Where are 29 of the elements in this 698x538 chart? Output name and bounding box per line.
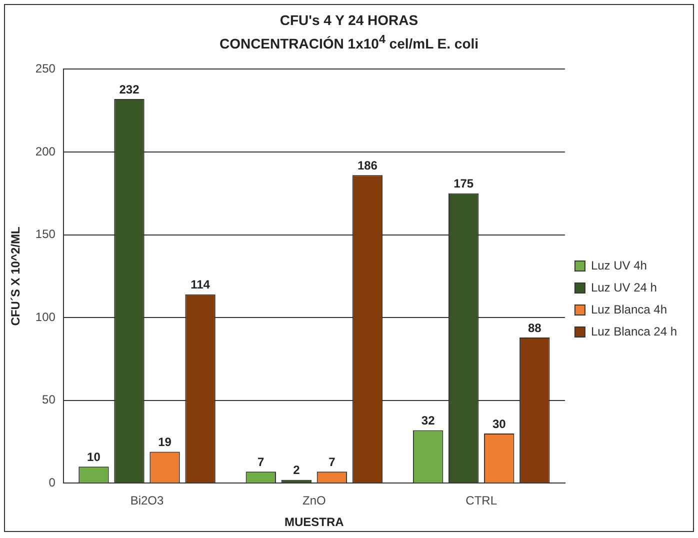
data-label: 186: [357, 158, 378, 172]
y-tick-label: 250: [35, 61, 56, 76]
legend-label: Luz UV 4h: [590, 258, 647, 272]
data-label: 2: [293, 462, 300, 477]
y-tick-label: 100: [35, 310, 56, 324]
x-tick-label: CTRL: [466, 493, 498, 508]
y-axis-title: CFU´S X 10^2/ML: [8, 226, 23, 326]
data-label: 114: [190, 277, 210, 292]
y-tick-label: 50: [42, 392, 56, 406]
y-tick-label: 200: [35, 144, 56, 158]
data-label: 88: [528, 320, 542, 334]
data-label: 175: [454, 176, 474, 190]
legend-label: Luz Blanca 4h: [590, 302, 667, 316]
data-label: 10: [87, 450, 101, 464]
data-label: 30: [492, 416, 506, 430]
x-tick-label: ZnO: [302, 493, 326, 508]
legend-label: Luz UV 24 h: [590, 280, 657, 294]
data-label: 232: [119, 82, 140, 96]
x-axis-title: MUESTRA: [284, 514, 344, 529]
y-tick-label: 150: [35, 226, 56, 241]
x-tick-label: Bi2O3: [130, 493, 164, 508]
data-label: 7: [328, 454, 336, 469]
data-label: 32: [421, 413, 436, 428]
data-label: 7: [258, 454, 265, 469]
chart-subtitle: CONCENTRACIÓN 1x10$^{4}$ cel/mL E. coli: [218, 32, 480, 54]
legend-label: Luz Blanca 24 h: [590, 324, 677, 338]
chart-title: CFU's 4 Y 24 HORAS: [278, 11, 420, 30]
y-tick-label: 0: [48, 475, 56, 490]
data-label: 19: [158, 434, 172, 449]
